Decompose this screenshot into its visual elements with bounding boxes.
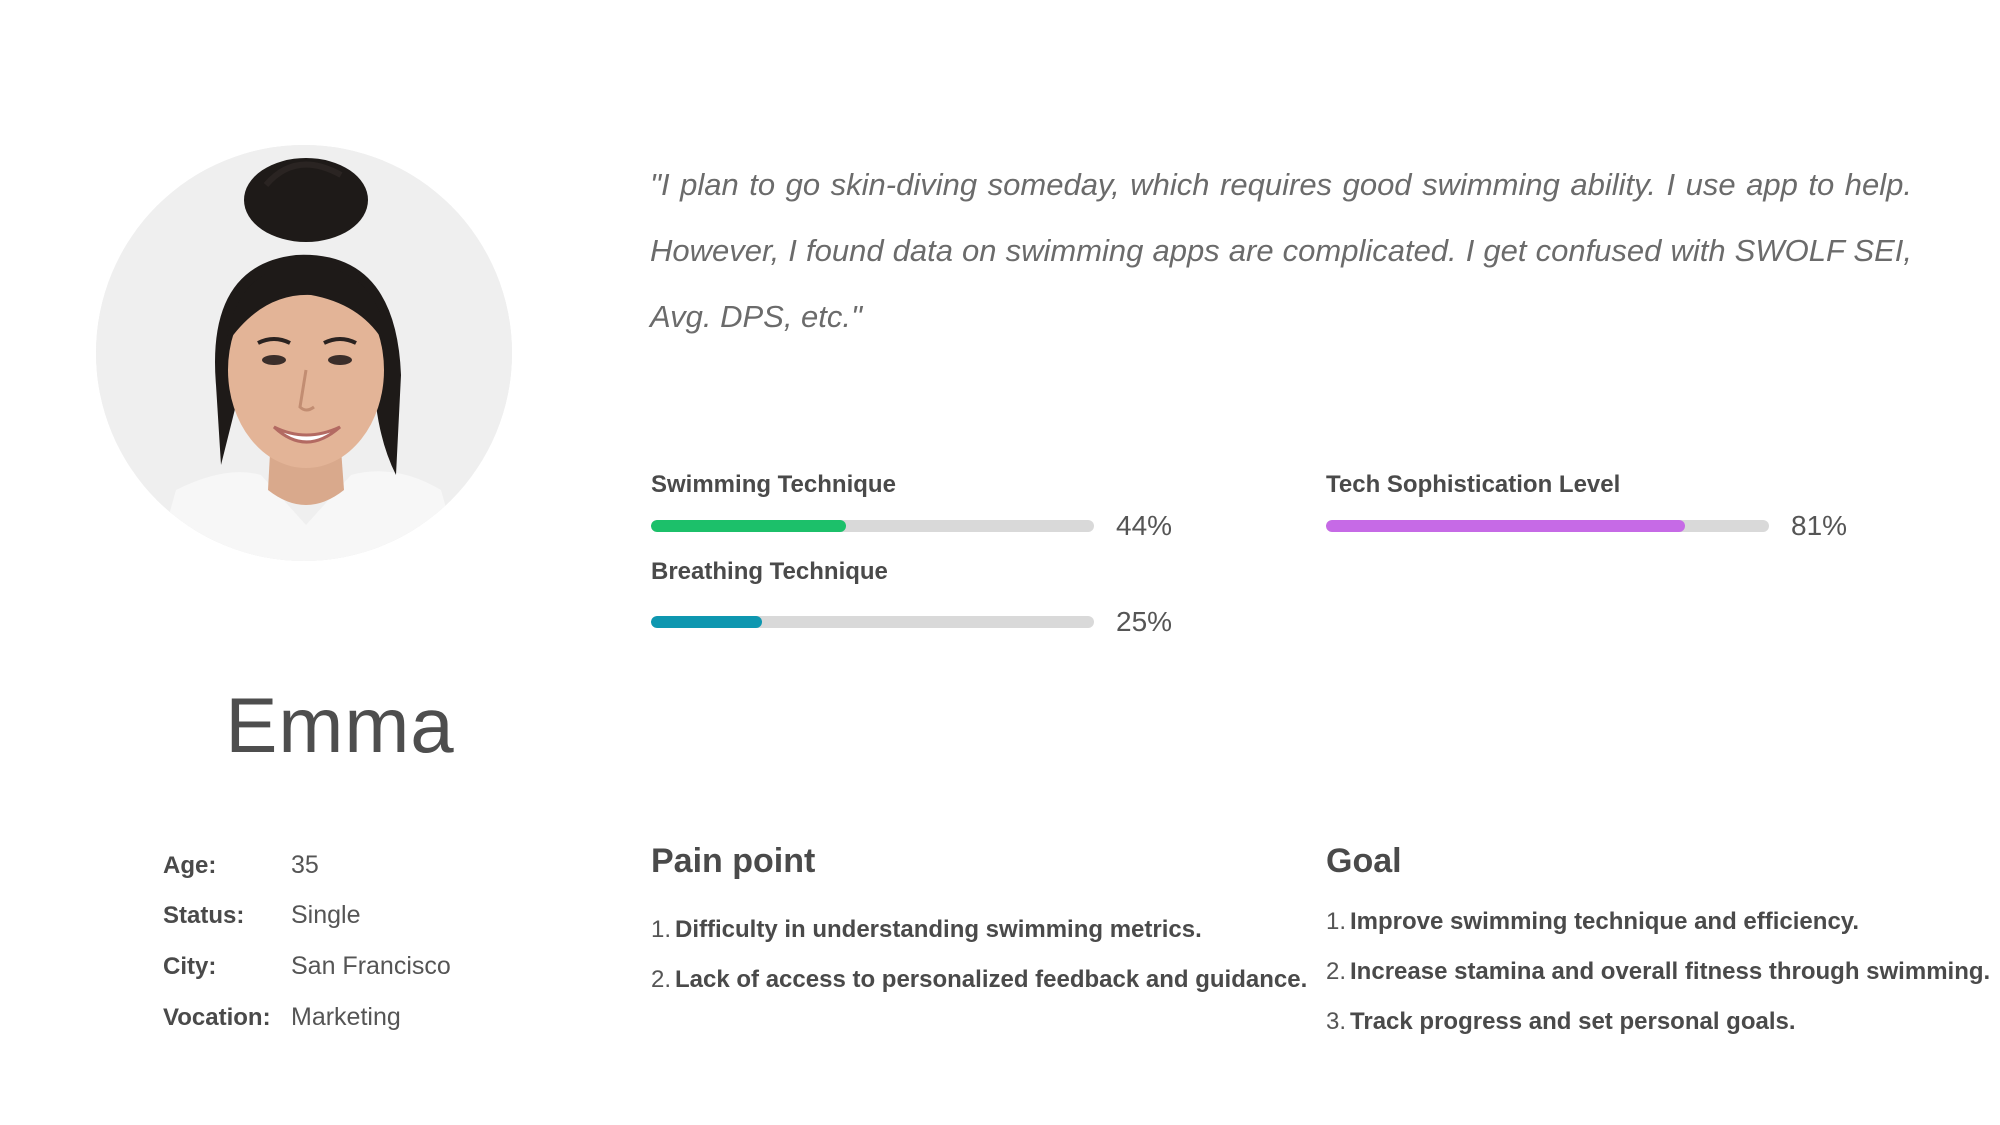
goal-item: 3. Track progress and set personal goals. bbox=[1326, 1008, 1796, 1036]
skill-label-swimming: Swimming Technique bbox=[651, 471, 896, 498]
list-number: 2. bbox=[651, 966, 672, 993]
info-label-age: Age: bbox=[163, 852, 217, 879]
list-text: Increase stamina and overall fitness thr… bbox=[1350, 958, 1991, 985]
skill-percent-swimming: 44% bbox=[1116, 510, 1173, 541]
skill-percent-breathing: 25% bbox=[1116, 606, 1173, 637]
skill-bar-fill-swimming bbox=[651, 520, 846, 532]
goal-item: 1. Improve swimming technique and efficie… bbox=[1326, 908, 1859, 936]
list-text: Difficulty in understanding swimming met… bbox=[675, 916, 1202, 943]
pain-point-item: 1. Difficulty in understanding swimming m… bbox=[651, 916, 1202, 944]
skill-percent-tech: 81% bbox=[1791, 510, 1848, 541]
list-number: 3. bbox=[1326, 1008, 1347, 1035]
info-value-age: 35 bbox=[291, 851, 319, 879]
persona-name: Emma bbox=[225, 681, 455, 769]
skill-bar-breathing bbox=[651, 616, 1094, 628]
avatar-portrait-icon bbox=[96, 145, 512, 561]
skill-bar-fill-tech bbox=[1326, 520, 1685, 532]
info-value-status: Single bbox=[291, 901, 361, 929]
list-text: Lack of access to personalized feedback … bbox=[675, 966, 1308, 993]
skill-label-breathing: Breathing Technique bbox=[651, 558, 888, 585]
pain-point-item: 2. Lack of access to personalized feedbac… bbox=[651, 966, 1307, 994]
info-label-city: City: bbox=[163, 953, 217, 980]
skill-label-tech: Tech Sophistication Level bbox=[1326, 471, 1621, 498]
skill-bar-fill-breathing bbox=[651, 616, 762, 628]
persona-quote: "I plan to go skin-diving someday, which… bbox=[650, 167, 1912, 334]
skill-bar-tech bbox=[1326, 520, 1769, 532]
goal-item: 2. Increase stamina and overall fitness t… bbox=[1326, 958, 1990, 986]
info-value-city: San Francisco bbox=[291, 952, 451, 980]
list-number: 1. bbox=[651, 916, 672, 943]
info-value-vocation: Marketing bbox=[291, 1003, 401, 1031]
list-text: Improve swimming technique and efficienc… bbox=[1350, 908, 1860, 935]
goal-title: Goal bbox=[1326, 842, 1402, 880]
avatar bbox=[96, 145, 512, 561]
list-text: Track progress and set personal goals. bbox=[1350, 1008, 1796, 1035]
info-label-status: Status: bbox=[163, 902, 245, 929]
list-number: 1. bbox=[1326, 908, 1347, 935]
skill-bar-swimming bbox=[651, 520, 1094, 532]
info-label-vocation: Vocation: bbox=[163, 1004, 271, 1031]
pain-point-title: Pain point bbox=[651, 842, 816, 880]
list-number: 2. bbox=[1326, 958, 1347, 985]
